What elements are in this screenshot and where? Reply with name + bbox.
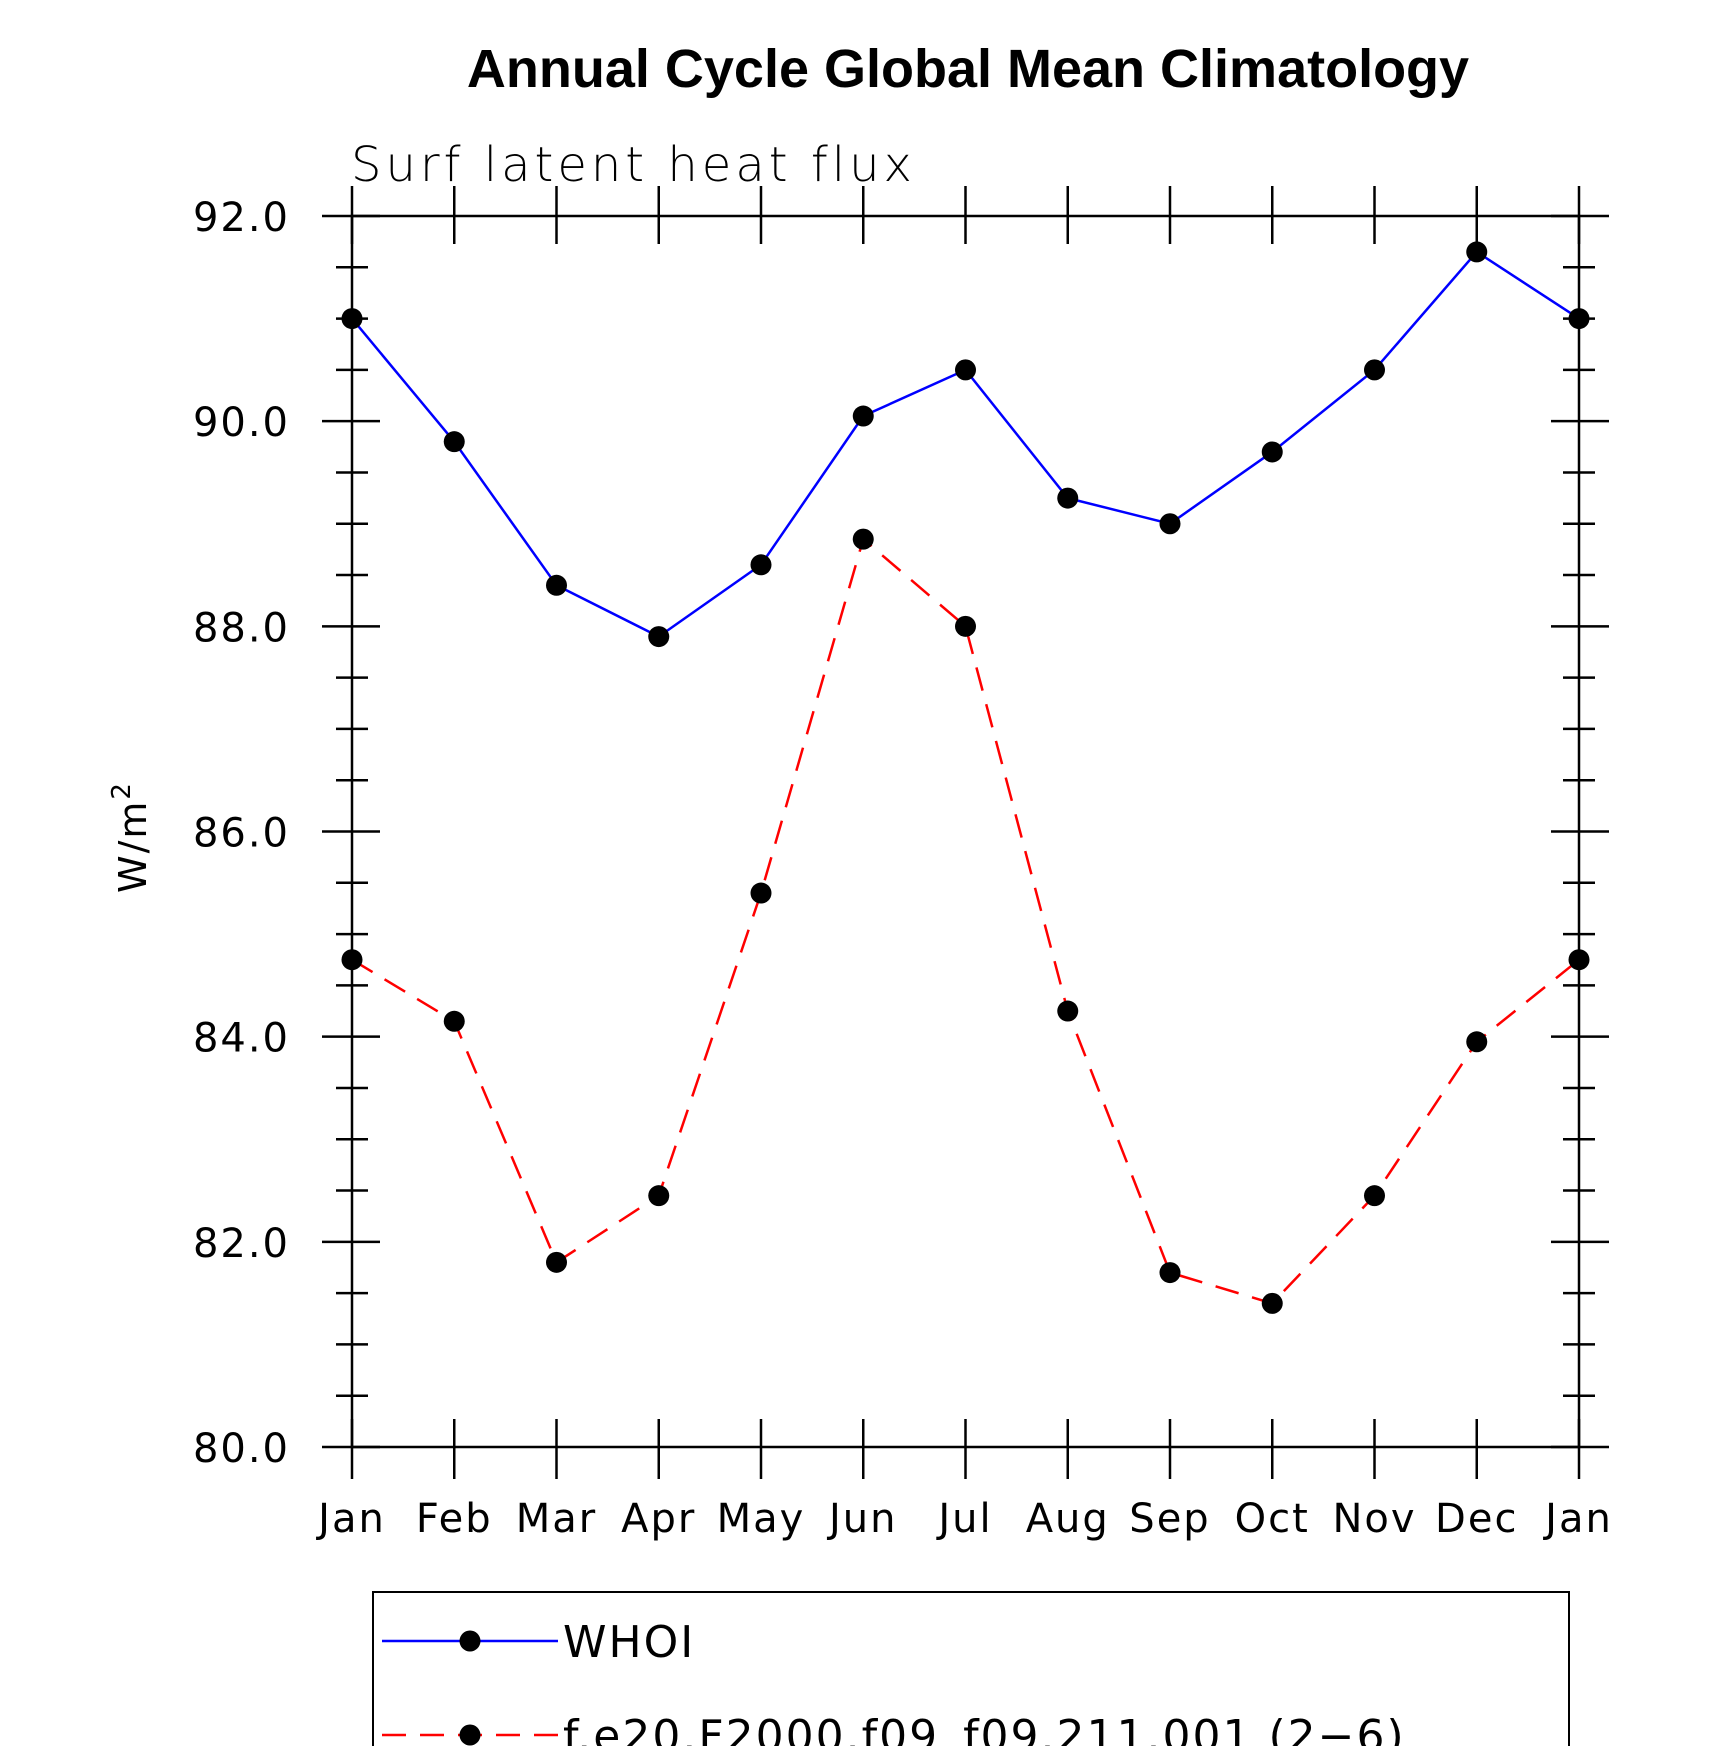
series-1-point: [1057, 1000, 1079, 1022]
y-tick-label: 86.0: [193, 811, 290, 857]
series-1-point: [443, 1010, 465, 1032]
series-layer: [341, 241, 1590, 1314]
series-0-point: [341, 308, 363, 330]
x-tick-label: Aug: [1026, 1496, 1110, 1542]
series-1-point: [546, 1251, 567, 1273]
chart-title: Annual Cycle Global Mean Climatology: [467, 39, 1469, 99]
series-0-point: [750, 554, 772, 576]
series-line-0: [351, 250, 1580, 639]
x-tick-label: Jun: [826, 1496, 898, 1542]
y-tick-label: 82.0: [193, 1221, 290, 1267]
legend: WHOI f.e20.F2000.f09_f09.211.001 (2−6): [372, 1591, 1570, 1746]
plot-frame: [350, 214, 1581, 1449]
legend-label-0: WHOI: [563, 1617, 695, 1668]
series-1-point: [1261, 1292, 1283, 1314]
series-0-point: [852, 405, 874, 427]
plot-axes: Jan Feb Mar Apr May Jun Jul Aug Sep Oct Nov Dec Jan 8…: [193, 186, 1613, 1542]
series-0-point: [1159, 513, 1181, 535]
y-axis-label: W/m2: [107, 781, 155, 893]
x-tick-label: Dec: [1435, 1496, 1518, 1542]
y-tick-label: 92.0: [193, 195, 290, 241]
series-0-point: [1261, 441, 1283, 463]
series-1-point: [1568, 949, 1590, 971]
x-tick-label: May: [717, 1496, 806, 1542]
x-tick-label: Feb: [416, 1496, 493, 1542]
series-1-point: [648, 1185, 670, 1207]
chart-subtitle: Surf latent heat flux: [351, 137, 916, 193]
y-tick-label: 90.0: [193, 400, 290, 446]
x-tick-label: Nov: [1332, 1496, 1416, 1542]
x-tick-label: Jan: [1542, 1496, 1613, 1542]
x-tick-label: Oct: [1235, 1496, 1310, 1542]
series-0-point: [1568, 308, 1590, 330]
series-line-1: [351, 536, 1580, 1305]
legend-label-1: f.e20.F2000.f09_f09.211.001 (2−6): [563, 1711, 1406, 1746]
y-axis-label-superscript: 2: [107, 781, 137, 800]
y-tick-label: 88.0: [193, 605, 290, 651]
legend-box: [372, 1591, 1570, 1746]
legend-marker-0: [459, 1630, 481, 1652]
series-0-point: [955, 359, 976, 381]
legend-marker-1: [459, 1724, 481, 1746]
series-1-point: [955, 615, 976, 637]
series-1-point: [1159, 1262, 1181, 1284]
series-1-point: [1364, 1185, 1385, 1207]
series-0-point: [1057, 487, 1079, 509]
y-tick-label: 84.0: [193, 1016, 290, 1062]
y-tick-label: 80.0: [193, 1426, 290, 1472]
series-1-point: [750, 882, 772, 904]
x-tick-label: Apr: [621, 1496, 696, 1542]
series-0-point: [1364, 359, 1385, 381]
x-tick-label: Jan: [315, 1496, 386, 1542]
series-1-point: [852, 528, 874, 550]
series-1-point: [341, 949, 363, 971]
x-tick-label: Sep: [1129, 1496, 1210, 1542]
x-tick-label: Jul: [935, 1496, 992, 1542]
series-1-point: [1466, 1031, 1488, 1053]
series-0-point: [648, 626, 670, 648]
series-0-point: [546, 574, 567, 596]
series-0-point: [1466, 241, 1488, 263]
series-0-point: [443, 431, 465, 453]
x-tick-label: Mar: [516, 1496, 597, 1542]
